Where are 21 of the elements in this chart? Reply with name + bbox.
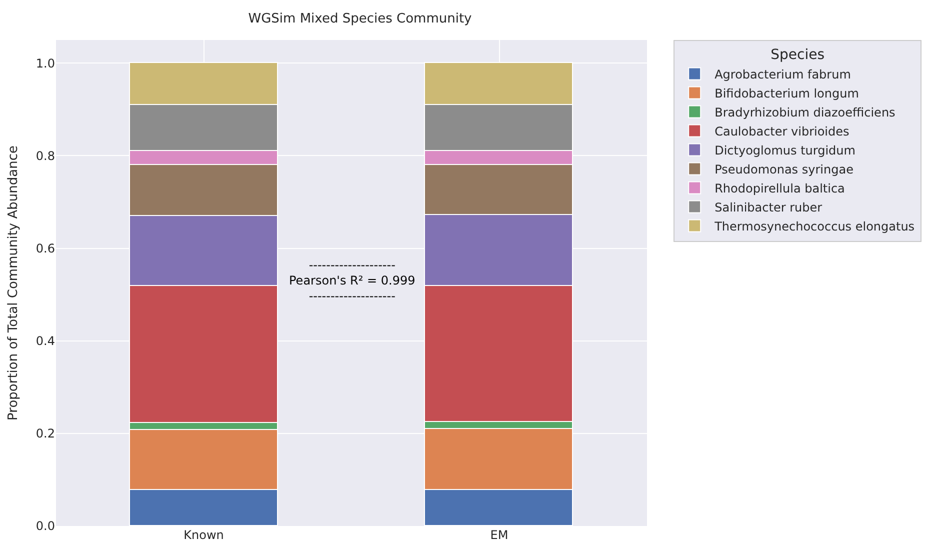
legend-label: Rhodopirellula baltica — [714, 181, 845, 196]
annotation: -------------------- Pearson's R² = 0.999 -------------------- — [289, 258, 416, 304]
y-tick-label: 0.2 — [36, 426, 55, 441]
legend-label: Dictyoglomus turgidum — [714, 143, 856, 158]
chart-title: WGSim Mixed Species Community — [248, 12, 472, 27]
legend-label: Bradyrhizobium diazoefficiens — [714, 105, 896, 120]
y-tick-label: 0.8 — [36, 148, 55, 163]
legend-title: Species — [770, 47, 825, 64]
legend-label: Pseudomonas syringae — [714, 162, 854, 176]
x-tick-label: Known — [184, 528, 224, 542]
x-tick-label: EM — [490, 528, 508, 542]
y-tick-label: 0.6 — [36, 241, 55, 256]
y-axis-title: Proportion of Total Community Abundance — [6, 146, 21, 420]
y-tick-label: 0.4 — [36, 334, 55, 348]
y-tick-label: 0.0 — [36, 519, 55, 534]
legend-label: Bifidobacterium longum — [714, 86, 859, 100]
y-tick-label: 1.0 — [36, 56, 55, 70]
legend-label: Thermosynechococcus elongatus — [714, 219, 915, 234]
legend-label: Salinibacter ruber — [714, 200, 822, 214]
legend-label: Agrobacterium fabrum — [714, 67, 851, 82]
legend-label: Caulobacter vibrioides — [714, 124, 850, 138]
